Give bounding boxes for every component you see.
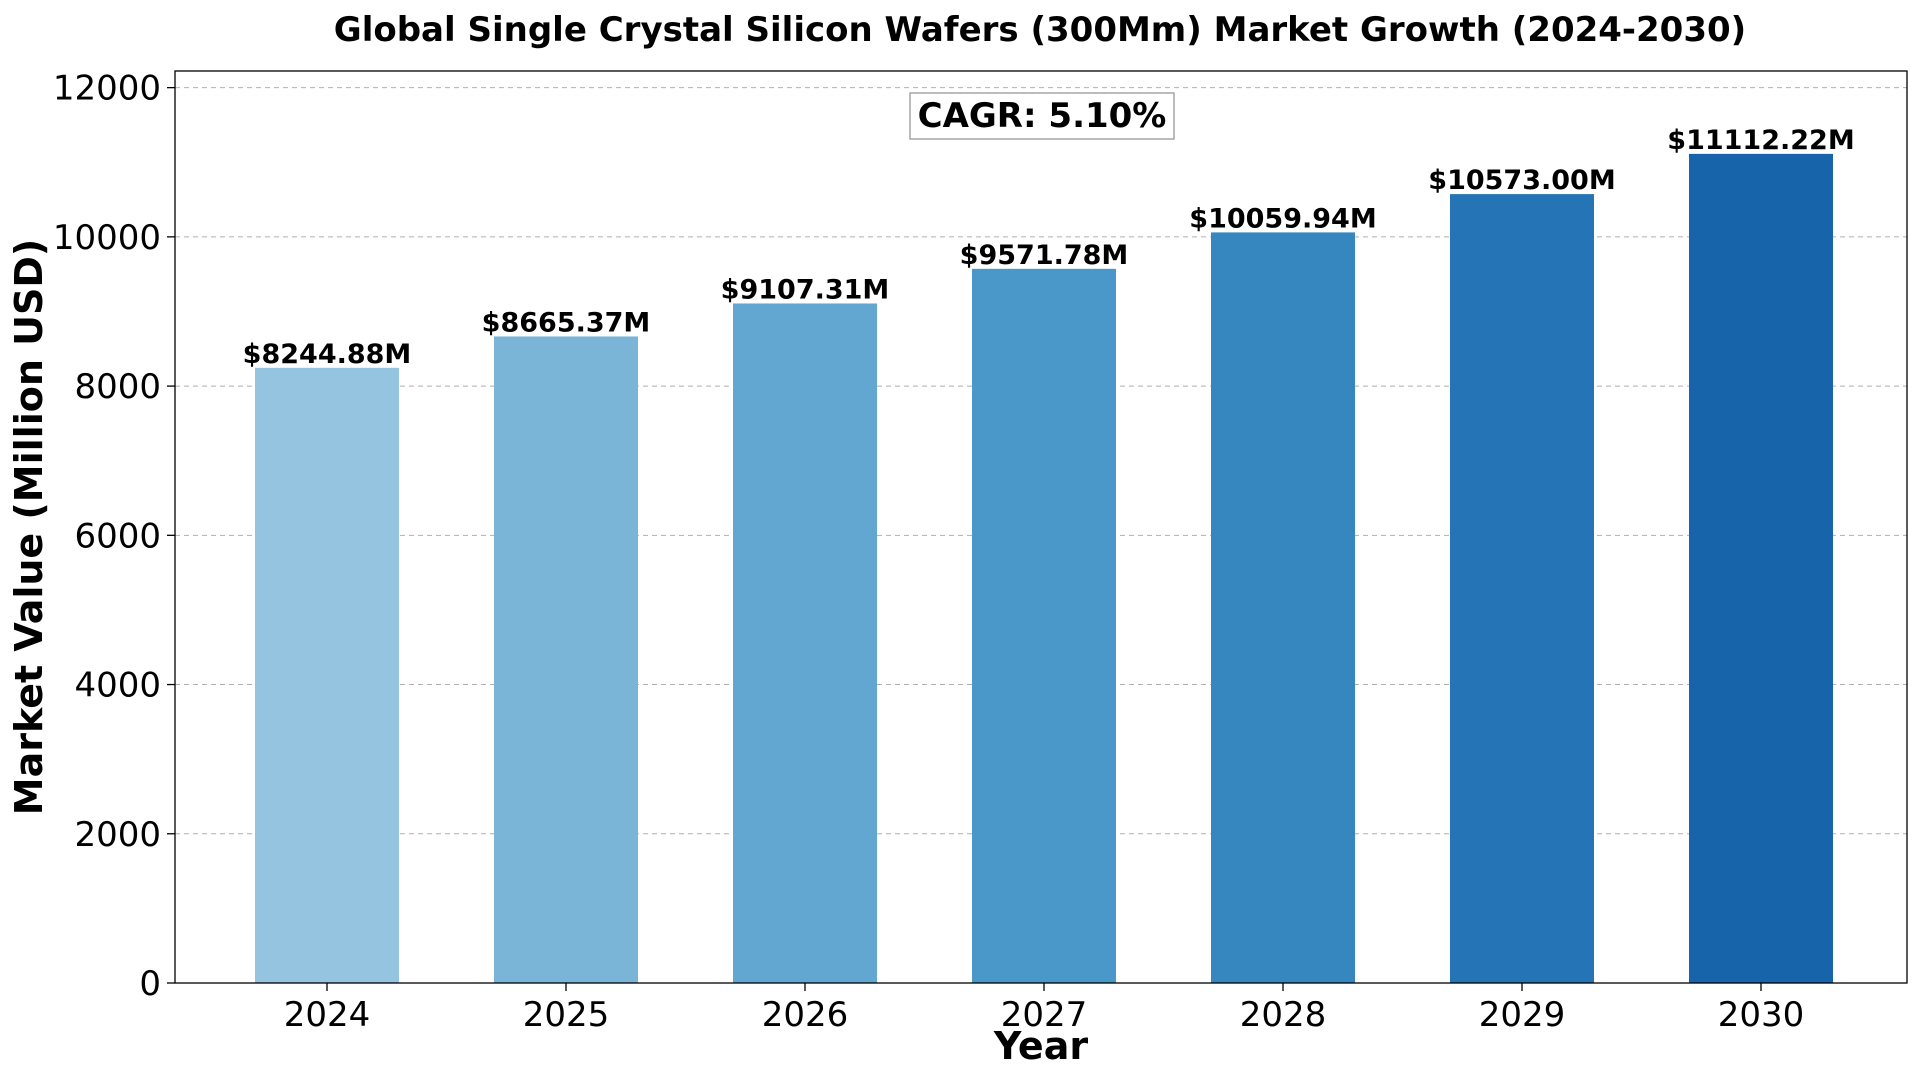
x-tick-label: 2026 — [762, 995, 849, 1035]
x-tick-label: 2024 — [284, 995, 371, 1035]
x-tick-label: 2029 — [1479, 995, 1566, 1035]
bar-value-label: $10573.00M — [1428, 165, 1615, 196]
bar-2025 — [494, 336, 638, 983]
plot-area-frame — [174, 70, 1908, 984]
bar-value-label: $9571.78M — [960, 240, 1129, 271]
cagr-annotation-box — [909, 92, 1175, 140]
y-tick-label: 0 — [139, 964, 161, 1004]
y-tick-label: 10000 — [53, 218, 161, 258]
cagr-annotation: CAGR: 5.10% — [909, 92, 1175, 140]
x-tick-label: 2030 — [1718, 995, 1805, 1035]
bar-value-label: $8244.88M — [243, 339, 412, 370]
cagr-annotation-text: CAGR: 5.10% — [918, 96, 1167, 136]
y-tick-label: 2000 — [74, 815, 161, 855]
y-tick-label: 6000 — [74, 516, 161, 556]
x-tick-label: 2028 — [1240, 995, 1327, 1035]
x-tick-label: 2027 — [1001, 995, 1088, 1035]
bars — [255, 153, 1833, 984]
bar-2026 — [733, 303, 877, 984]
bar-value-label: $8665.37M — [482, 307, 651, 338]
x-tick-label: 2025 — [523, 995, 610, 1035]
bar-2029 — [1450, 194, 1594, 983]
y-tick-label: 8000 — [74, 367, 161, 407]
y-axis-ticks: 0 2000 4000 6000 8000 10000 12000 — [53, 69, 175, 1004]
bar-value-label: $9107.31M — [721, 274, 890, 305]
x-axis-ticks: 2024 2025 2026 2027 2028 2029 2030 — [284, 983, 1805, 1035]
bar-2030 — [1689, 153, 1833, 984]
chart-title: Global Single Crystal Silicon Wafers (30… — [334, 10, 1746, 50]
x-axis-title: Year — [993, 1024, 1088, 1068]
bar-2027 — [972, 268, 1116, 983]
bar-value-label: $10059.94M — [1189, 203, 1376, 234]
y-tick-label: 12000 — [53, 69, 161, 109]
y-tick-label: 4000 — [74, 666, 161, 706]
y-axis-title: Market Value (Million USD) — [7, 239, 51, 815]
value-labels: $8244.88M $8665.37M $9107.31M $9571.78M $100… — [243, 125, 1855, 370]
bar-2024 — [255, 367, 399, 984]
bar-value-label: $11112.22M — [1667, 125, 1854, 156]
bar-2028 — [1211, 232, 1355, 984]
